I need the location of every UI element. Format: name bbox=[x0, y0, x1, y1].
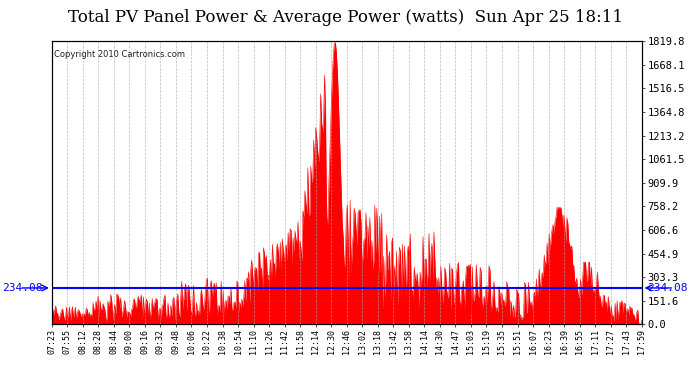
Text: Total PV Panel Power & Average Power (watts)  Sun Apr 25 18:11: Total PV Panel Power & Average Power (wa… bbox=[68, 9, 622, 26]
Text: 234.08: 234.08 bbox=[2, 283, 43, 293]
Text: Copyright 2010 Cartronics.com: Copyright 2010 Cartronics.com bbox=[54, 50, 184, 59]
Text: 234.08: 234.08 bbox=[647, 283, 688, 293]
